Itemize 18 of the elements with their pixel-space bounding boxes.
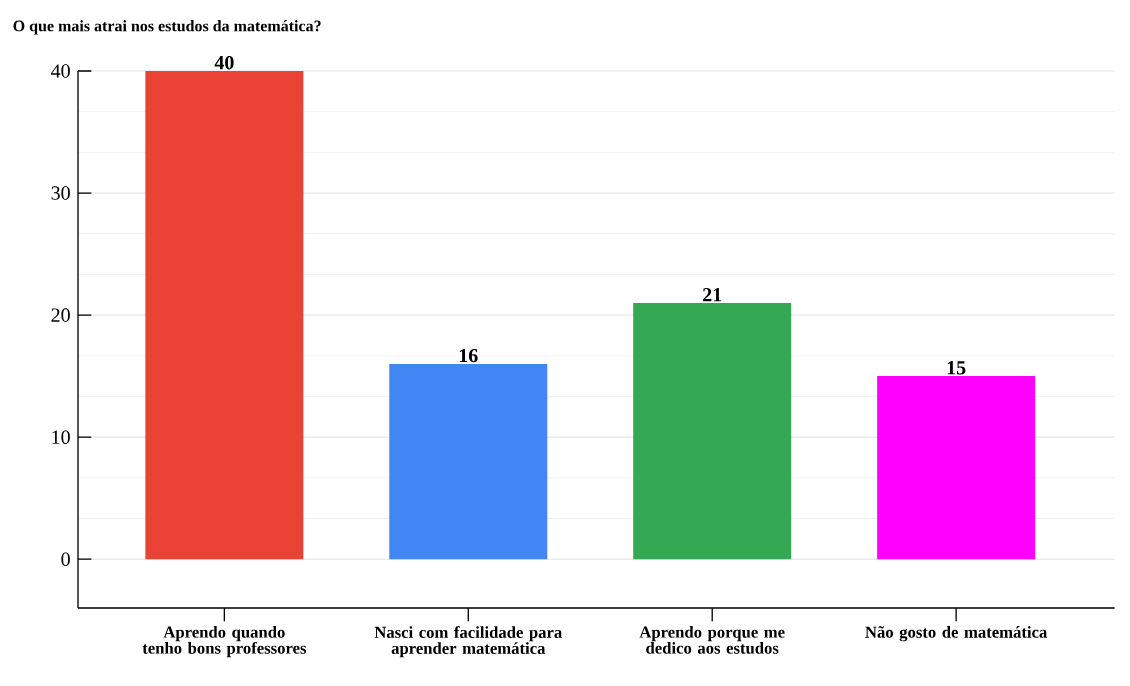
y-tick-label: 10 [52,430,70,444]
x-tick-label: Aprendo quando tenho bons professores [142,626,307,658]
data-label: 16 [459,348,478,363]
data-label: 15 [947,361,966,375]
y-tick-label: 0 [61,552,70,566]
bar [633,302,792,560]
data-label: 21 [703,288,722,302]
chart-title: O que mais atrai nos estudos da matemática? [13,20,321,35]
x-tick-label: Não gosto de matemática [865,626,1048,642]
bar [389,363,548,560]
y-tick-label: 20 [51,308,70,322]
data-label: 40 [214,55,234,70]
bar [877,376,1036,560]
y-tick-label: 40 [51,64,70,78]
x-tick-label: Nasci com facilidade para aprender matemática [374,626,562,658]
y-tick-label: 30 [51,186,70,200]
x-tick-label: Aprendo porque me dedico aos estudos [639,626,785,654]
bar [145,71,304,560]
